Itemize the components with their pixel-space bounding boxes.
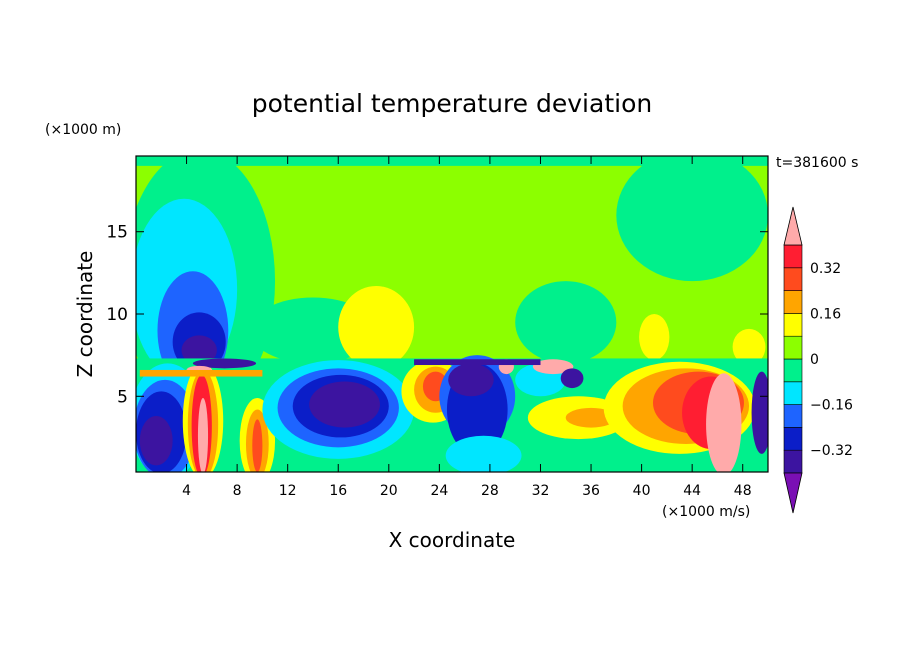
contour-region	[515, 281, 617, 364]
x-axis-ticks: 4 8 12 16 20 24 28 32 36 40 44 48	[182, 156, 752, 499]
x-tick-label: 16	[329, 483, 347, 499]
contour-region	[448, 363, 494, 397]
contour-region	[732, 328, 766, 366]
contour-region	[192, 358, 257, 369]
x-tick-label: 40	[633, 483, 651, 499]
x-tick-label: 4	[182, 483, 191, 499]
contour-region	[338, 286, 415, 369]
contour-region	[136, 156, 768, 166]
x-tick-label: 36	[582, 483, 600, 499]
y-units-label: (×1000 m)	[45, 122, 121, 138]
colorbar-box	[783, 358, 803, 383]
contour-region	[181, 335, 217, 366]
colorbar-box	[783, 381, 803, 405]
colorbar-extend-bottom	[783, 472, 803, 514]
x-tick-label: 44	[683, 483, 701, 499]
y-tick-label: 15	[106, 223, 128, 243]
contour-region	[639, 314, 670, 361]
contour-region	[751, 371, 768, 454]
colorbar-box	[783, 313, 803, 337]
colorbar-label: −0.32	[810, 443, 853, 459]
y-axis-ticks: 5 10 15	[106, 223, 768, 407]
x-axis-label: X coordinate	[389, 528, 516, 552]
contour-region	[706, 373, 742, 472]
contour-region	[197, 397, 209, 472]
colorbar-box	[783, 427, 803, 451]
colorbar-box	[783, 267, 803, 291]
contour-region	[616, 156, 768, 282]
x-tick-label: 24	[430, 483, 448, 499]
y-tick-label: 5	[117, 387, 128, 407]
colorbar-box	[783, 244, 803, 269]
contour-region	[139, 369, 263, 377]
x-tick-label: 28	[481, 483, 499, 499]
time-label: t=381600 s	[776, 155, 858, 171]
contour-region	[532, 359, 574, 375]
x-tick-label: 8	[233, 483, 242, 499]
colorbar-extend-top	[783, 206, 803, 246]
x-tick-label: 12	[279, 483, 297, 499]
chart-title: potential temperature deviation	[252, 89, 652, 118]
colorbar-box	[783, 404, 803, 428]
x-tick-label: 32	[532, 483, 550, 499]
y-axis-label: Z coordinate	[73, 251, 97, 378]
contour-region	[414, 359, 541, 366]
contour-region	[139, 416, 173, 466]
x-tick-label: 20	[380, 483, 398, 499]
x-tick-label: 48	[734, 483, 752, 499]
colorbar-label: 0.16	[810, 306, 841, 322]
colorbar: 0.32 0.16 0 −0.16 −0.32	[783, 206, 853, 514]
colorbar-label: 0.32	[810, 261, 841, 277]
contour-region	[445, 435, 522, 472]
contour-field	[136, 156, 768, 472]
contour-region	[309, 381, 380, 428]
contour-region	[565, 407, 617, 428]
colorbar-box	[783, 290, 803, 314]
y-tick-label: 10	[106, 305, 128, 325]
contour-region	[252, 419, 263, 472]
x-units-label: (×1000 m/s)	[662, 504, 750, 520]
colorbar-box	[783, 335, 803, 360]
colorbar-box	[783, 449, 803, 474]
colorbar-label: 0	[810, 352, 819, 368]
contour-region	[560, 368, 584, 389]
colorbar-label: −0.16	[810, 398, 853, 414]
